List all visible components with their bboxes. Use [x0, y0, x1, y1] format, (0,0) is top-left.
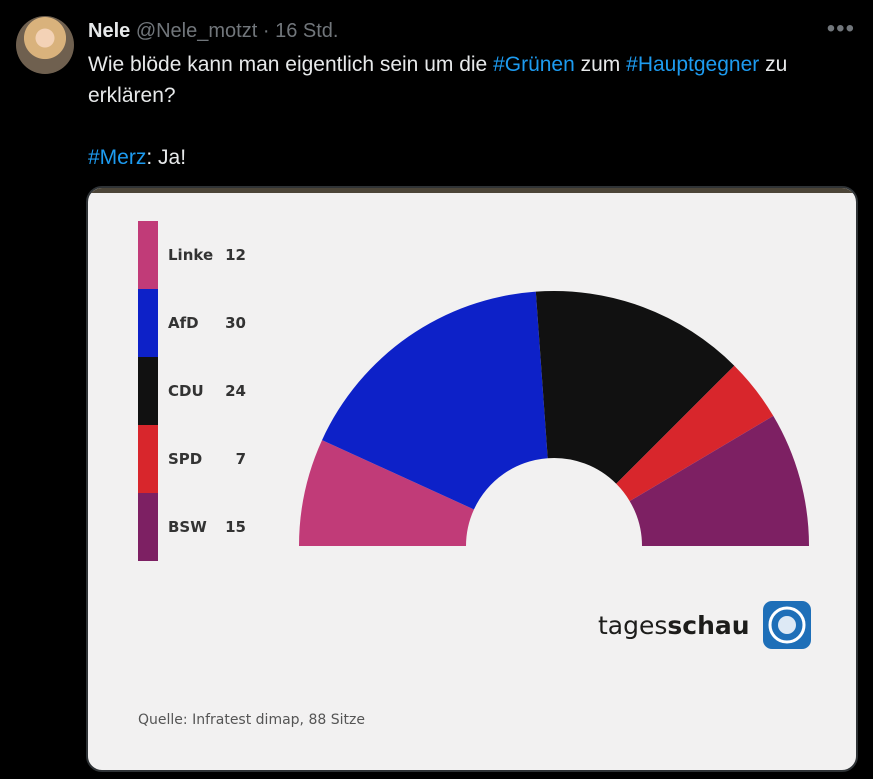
- tweet-media-chart[interactable]: Linke 12 AfD 30 CDU 24 SPD 7 BSW 15 tagesschau Qu…: [86, 186, 858, 772]
- legend-label-linke: Linke: [168, 246, 213, 264]
- seat-arc-spd: [616, 365, 774, 502]
- seat-arc-bsw: [629, 415, 809, 546]
- seat-arc-afd: [322, 291, 548, 510]
- tweet-text-line1-mid: zum: [574, 53, 627, 76]
- legend-value-bsw: 15: [225, 518, 246, 536]
- legend-swatch-bsw: [138, 493, 158, 561]
- author-name[interactable]: Nele: [88, 20, 131, 42]
- seat-arc-linke: [299, 440, 474, 546]
- tweet-text-line1-prefix: Wie blöde kann man eigentlich sein um di…: [88, 53, 494, 76]
- tagesschau-wordmark: tagesschau: [598, 611, 750, 640]
- tweet-text-line2: erklären?: [88, 84, 176, 107]
- tweet-text-line3-suffix: : Ja!: [146, 146, 187, 169]
- legend-swatch-linke: [138, 221, 158, 289]
- hashtag-hauptgegner[interactable]: #Hauptgegner: [626, 53, 760, 76]
- more-dots-icon[interactable]: •••: [826, 15, 855, 42]
- legend-value-spd: 7: [236, 450, 246, 468]
- author-avatar[interactable]: [16, 16, 74, 74]
- legend-value-cdu: 24: [225, 382, 246, 400]
- author-handle[interactable]: @Nele_motzt: [135, 20, 258, 42]
- separator-dot: ·: [262, 20, 270, 42]
- seat-distribution-chart: Linke 12 AfD 30 CDU 24 SPD 7 BSW 15 tagesschau Qu…: [138, 221, 811, 728]
- tagesschau-logo-icon: [763, 601, 811, 649]
- tweet-text-line1-suffix: zu: [759, 53, 788, 76]
- legend-label-cdu: CDU: [168, 382, 204, 400]
- legend-swatch-spd: [138, 425, 158, 493]
- media-top-strip: [88, 188, 856, 193]
- legend-value-afd: 30: [225, 314, 246, 332]
- brand-bold: schau: [667, 611, 749, 640]
- chart-source: Quelle: Infratest dimap, 88 Sitze: [138, 712, 365, 728]
- hashtag-gruenen[interactable]: #Grünen: [493, 53, 575, 76]
- post-time[interactable]: 16 Std.: [275, 20, 339, 42]
- seat-arc-cdu: [535, 291, 735, 484]
- brand-light: tages: [598, 611, 667, 640]
- tweet-text: Wie blöde kann man eigentlich sein um di…: [88, 49, 848, 173]
- tweet-header: Nele @Nele_motzt · 16 Std.: [88, 18, 338, 44]
- legend-label-spd: SPD: [168, 450, 202, 468]
- hashtag-merz[interactable]: #Merz: [88, 146, 147, 169]
- legend-swatch-afd: [138, 289, 158, 357]
- legend-label-bsw: BSW: [168, 518, 207, 536]
- legend-swatch-cdu: [138, 357, 158, 425]
- legend-value-linke: 12: [225, 246, 246, 264]
- legend-label-afd: AfD: [168, 314, 199, 332]
